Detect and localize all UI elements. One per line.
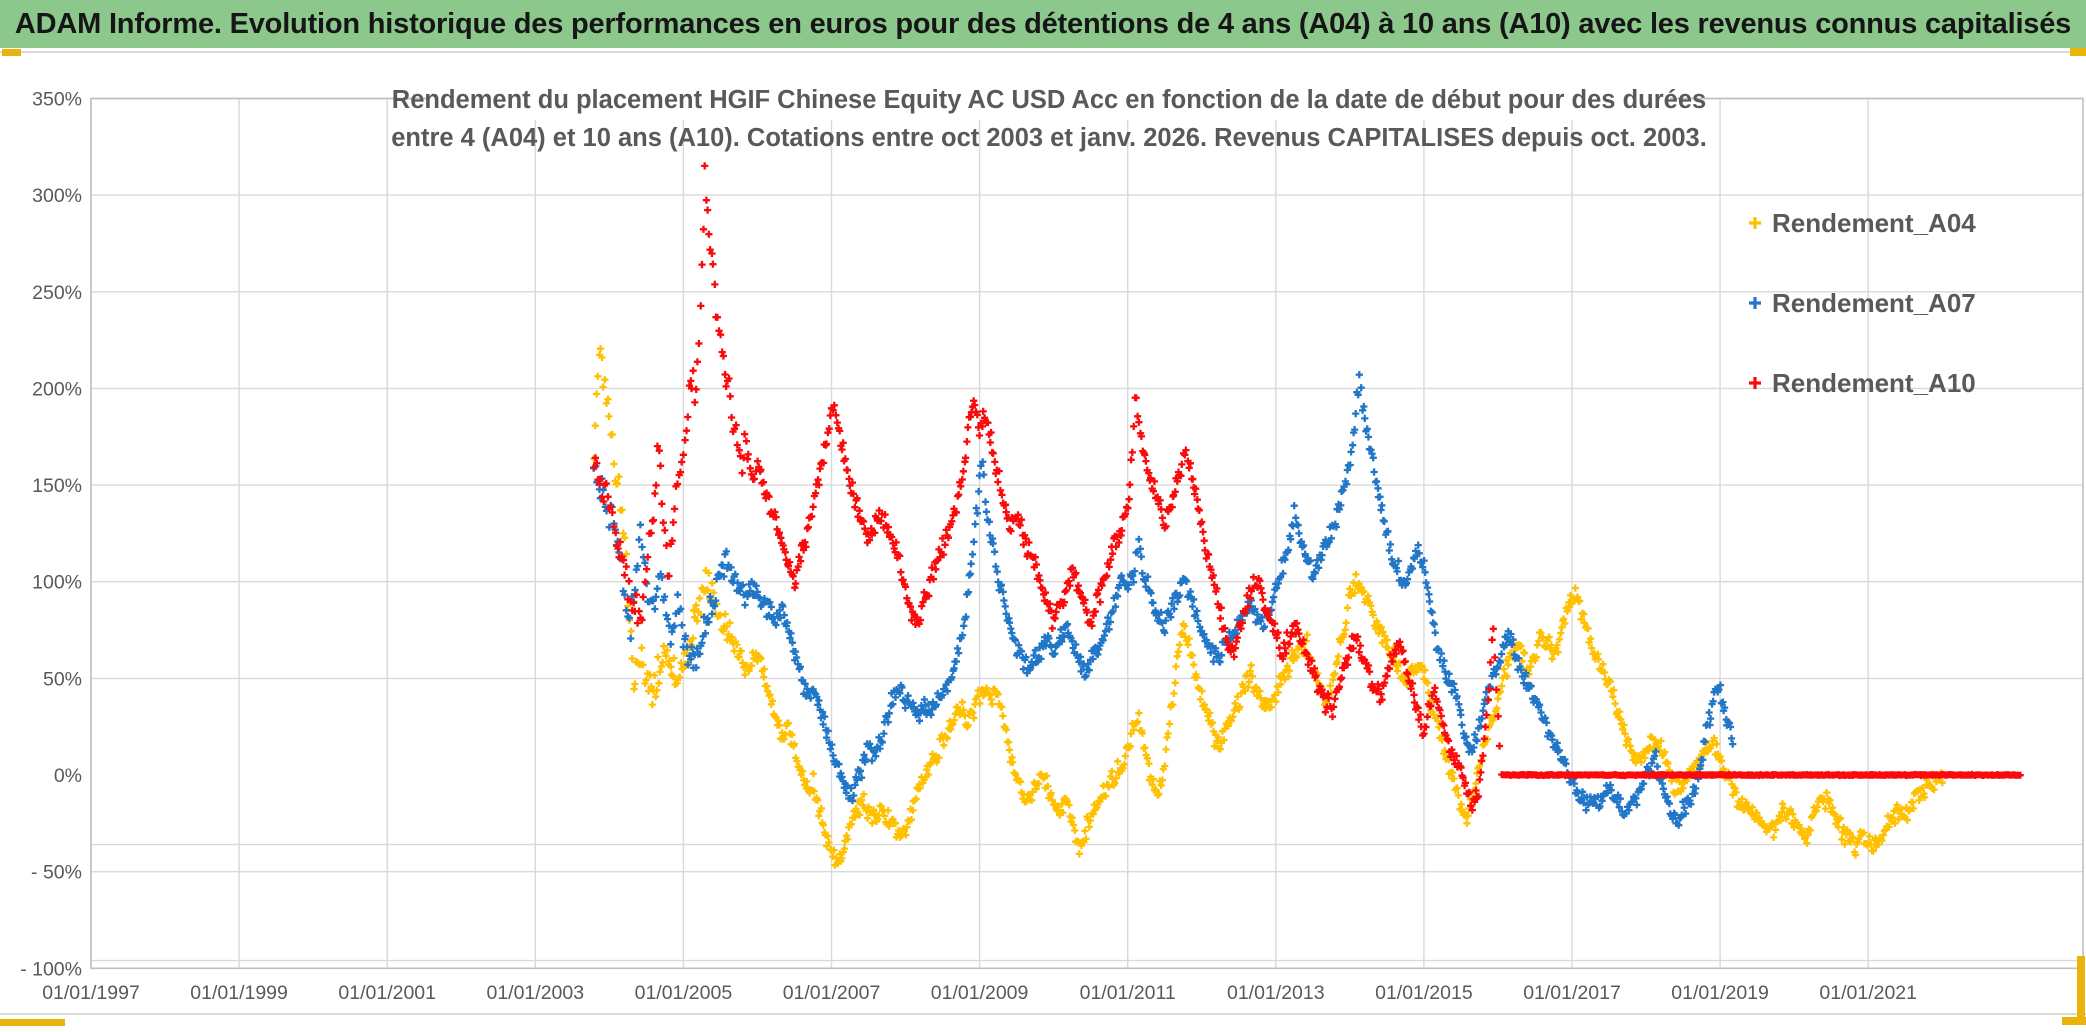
x-tick-label: 01/01/2005 — [635, 982, 733, 1004]
y-tick-label: 200% — [32, 378, 82, 400]
x-axis-labels: 01/01/1997 01/01/1999 01/01/2001 01/01/2003… — [42, 982, 1917, 1004]
gold-accent-top-left — [2, 49, 21, 56]
gold-accent-top-right — [2070, 48, 2086, 56]
chart-title-line: Rendement du placement HGIF Chinese Equi… — [392, 86, 1706, 114]
x-tick-label: 01/01/1999 — [190, 982, 288, 1004]
series-Rendement_A07 — [590, 371, 1737, 829]
title-background — [430, 80, 1670, 120]
y-tick-label: 350% — [32, 89, 82, 111]
legend-item-Rendement_A04: Rendement_A04 — [1749, 208, 1976, 238]
x-tick-label: 01/01/2003 — [486, 982, 584, 1004]
legend-item-Rendement_A07: Rendement_A07 — [1749, 288, 1976, 318]
bottom-divider-line — [0, 1013, 2086, 1015]
chart-title-line: entre 4 (A04) et 10 ans (A10). Cotations… — [391, 124, 1707, 152]
x-tick-label: 01/01/2001 — [338, 982, 436, 1004]
legend-item-Rendement_A10: Rendement_A10 — [1749, 368, 1976, 398]
x-tick-label: 01/01/2021 — [1819, 982, 1917, 1004]
x-tick-label: 01/01/1997 — [42, 982, 140, 1004]
x-tick-label: 01/01/2013 — [1227, 982, 1325, 1004]
x-tick-label: 01/01/2011 — [1080, 982, 1176, 1004]
banner: ADAM Informe. Evolution historique des p… — [0, 0, 2086, 48]
y-tick-label: 150% — [32, 475, 82, 497]
data-series — [590, 162, 2024, 869]
legend-marker-plus-icon — [1749, 297, 1761, 309]
top-divider-line — [0, 51, 2086, 53]
gold-accent-right-edge — [2077, 956, 2085, 1024]
series-Rendement_A10 — [590, 162, 2024, 814]
x-tick-label: 01/01/2019 — [1671, 982, 1769, 1004]
series-Rendement_A04 — [590, 345, 1946, 869]
legend-label: Rendement_A07 — [1772, 288, 1976, 318]
x-tick-label: 01/01/2007 — [783, 982, 881, 1004]
y-tick-label: 300% — [32, 185, 82, 207]
x-tick-label: 01/01/2017 — [1523, 982, 1621, 1004]
y-tick-label: - 100% — [20, 958, 82, 980]
chart-title: Rendement du placement HGIF Chinese Equi… — [391, 86, 1707, 152]
gold-accent-bottom-right — [2062, 1017, 2086, 1025]
legend-label: Rendement_A04 — [1772, 208, 1976, 238]
legend-marker-plus-icon — [1749, 217, 1761, 229]
gold-accent-bottom-left — [0, 1019, 65, 1026]
legend-marker-plus-icon — [1749, 377, 1761, 389]
y-tick-label: 100% — [32, 572, 82, 594]
legend: Rendement_A04 Rendement_A07 Rendement_A10 — [1749, 208, 1976, 398]
x-tick-label: 01/01/2015 — [1375, 982, 1473, 1004]
y-tick-label: - 50% — [31, 862, 82, 884]
x-tick-label: 01/01/2009 — [931, 982, 1029, 1004]
y-axis-labels: 350% 300% 250% 200% 150% 100% 50% 0% - 50% - 100% — [20, 89, 82, 981]
y-tick-label: 250% — [32, 282, 82, 304]
legend-label: Rendement_A10 — [1772, 368, 1976, 398]
y-tick-label: 50% — [43, 668, 82, 690]
y-tick-label: 0% — [54, 765, 82, 787]
banner-title: ADAM Informe. Evolution historique des p… — [14, 7, 2072, 40]
